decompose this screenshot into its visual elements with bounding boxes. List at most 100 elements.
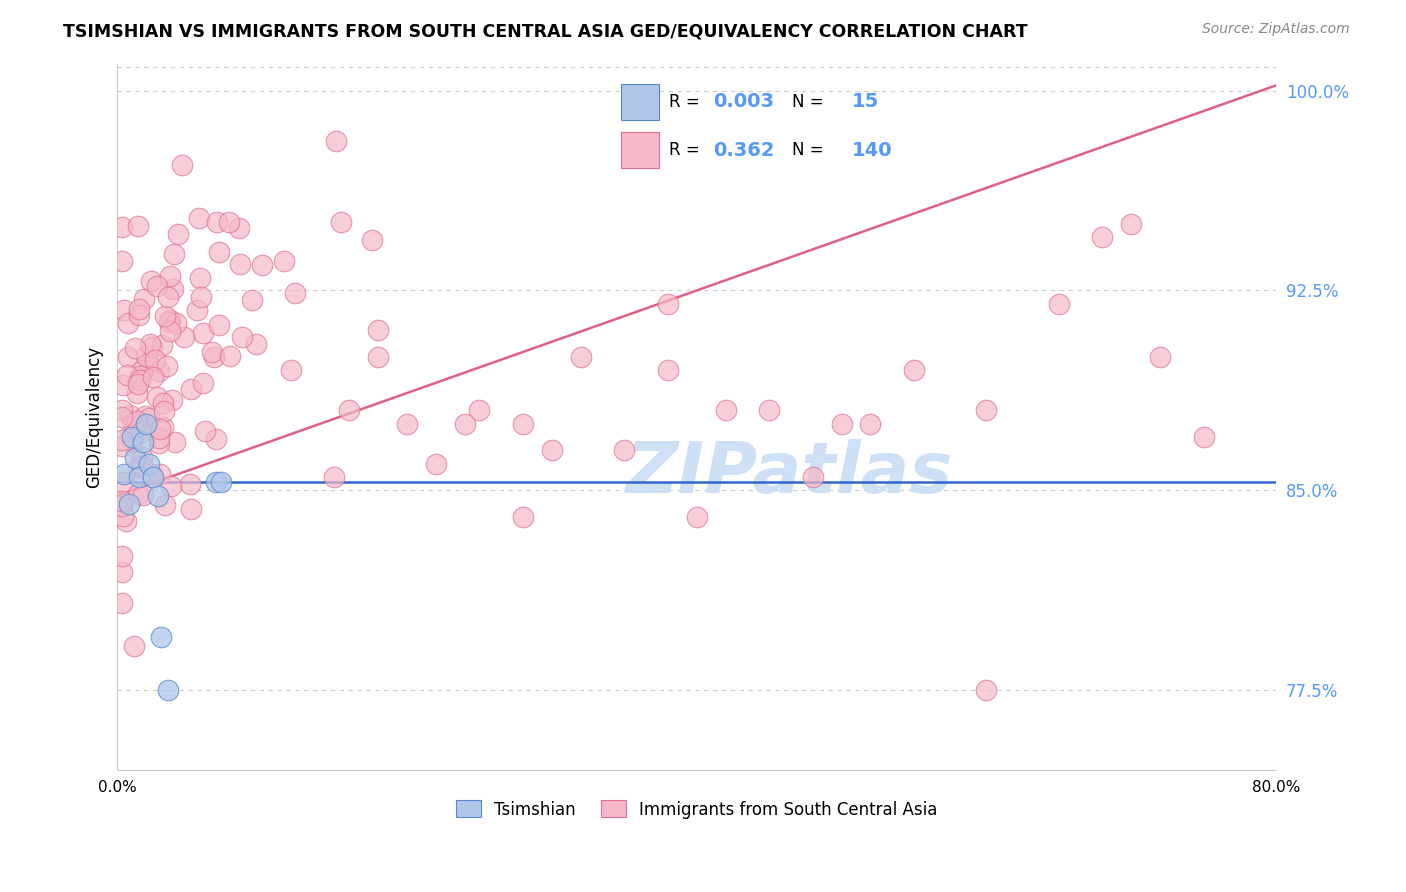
Point: [127, 219, 149, 234]
Point: [155, 309, 177, 323]
Point: [128, 308, 150, 322]
Point: [110, 549, 132, 564]
Point: [124, 341, 146, 355]
Point: [132, 488, 155, 502]
Point: [146, 391, 169, 405]
Bar: [621, 84, 659, 120]
Point: [115, 514, 138, 528]
Point: [139, 358, 162, 372]
Point: [138, 410, 160, 425]
Text: N =: N =: [792, 93, 824, 111]
Point: [127, 377, 149, 392]
Point: [134, 293, 156, 307]
Point: [159, 269, 181, 284]
Point: [167, 227, 190, 241]
Point: [160, 479, 183, 493]
Bar: [621, 132, 659, 168]
Point: [211, 475, 233, 490]
Point: [180, 382, 202, 396]
Point: [131, 450, 153, 465]
Point: [117, 316, 139, 330]
Text: R =: R =: [669, 93, 704, 111]
Point: [758, 403, 780, 417]
Point: [1192, 430, 1215, 444]
Point: [149, 630, 172, 644]
Point: [360, 233, 382, 247]
Point: [111, 509, 134, 524]
Text: 0.003: 0.003: [713, 93, 773, 112]
Point: [148, 436, 170, 450]
Text: 0.362: 0.362: [713, 141, 775, 160]
Text: ZIPatlas: ZIPatlas: [626, 439, 953, 508]
Text: 15: 15: [852, 93, 879, 112]
Point: [135, 349, 157, 363]
Point: [115, 368, 138, 383]
Point: [118, 428, 141, 442]
Point: [367, 323, 389, 337]
Point: [187, 211, 209, 225]
Point: [569, 350, 592, 364]
Point: [124, 451, 146, 466]
Point: [127, 415, 149, 429]
Point: [205, 432, 228, 446]
Point: [325, 134, 347, 148]
Point: [142, 369, 165, 384]
Text: TSIMSHIAN VS IMMIGRANTS FROM SOUTH CENTRAL ASIA GED/EQUIVALENCY CORRELATION CHAR: TSIMSHIAN VS IMMIGRANTS FROM SOUTH CENTR…: [63, 22, 1028, 40]
Point: [245, 336, 267, 351]
Point: [110, 596, 132, 610]
Point: [153, 498, 176, 512]
Point: [190, 289, 212, 303]
Point: [205, 215, 228, 229]
Point: [1121, 217, 1143, 231]
Legend: Tsimshian, Immigrants from South Central Asia: Tsimshian, Immigrants from South Central…: [449, 794, 945, 825]
Point: [540, 443, 562, 458]
Point: [172, 158, 194, 172]
Point: [110, 565, 132, 579]
Point: [157, 315, 180, 329]
Point: [152, 419, 174, 434]
Point: [110, 254, 132, 268]
Point: [903, 363, 925, 377]
Point: [152, 396, 174, 410]
Point: [831, 417, 853, 431]
Point: [111, 439, 134, 453]
Point: [135, 417, 157, 431]
Point: [146, 279, 169, 293]
Point: [454, 417, 477, 431]
Point: [112, 303, 135, 318]
Text: R =: R =: [669, 141, 704, 159]
Point: [156, 359, 179, 373]
Point: [657, 297, 679, 311]
Point: [468, 403, 491, 417]
Point: [146, 489, 169, 503]
Point: [228, 220, 250, 235]
Point: [801, 470, 824, 484]
Point: [976, 683, 998, 698]
Point: [148, 432, 170, 446]
Point: [207, 245, 229, 260]
Point: [194, 424, 217, 438]
Point: [218, 215, 240, 229]
Y-axis label: GED/Equivalency: GED/Equivalency: [86, 346, 103, 488]
Point: [134, 409, 156, 423]
Point: [162, 282, 184, 296]
Point: [367, 350, 389, 364]
Point: [1149, 350, 1171, 364]
Point: [129, 425, 152, 440]
Point: [323, 470, 346, 484]
Point: [165, 316, 187, 330]
Point: [191, 326, 214, 341]
Point: [159, 324, 181, 338]
Point: [976, 403, 998, 417]
Text: N =: N =: [792, 141, 824, 159]
Point: [127, 459, 149, 474]
Point: [131, 458, 153, 473]
Text: 140: 140: [852, 141, 893, 160]
Point: [273, 253, 295, 268]
Point: [139, 274, 162, 288]
Point: [111, 475, 134, 489]
Point: [163, 247, 186, 261]
Point: [142, 470, 165, 484]
Point: [128, 370, 150, 384]
Point: [714, 403, 737, 417]
